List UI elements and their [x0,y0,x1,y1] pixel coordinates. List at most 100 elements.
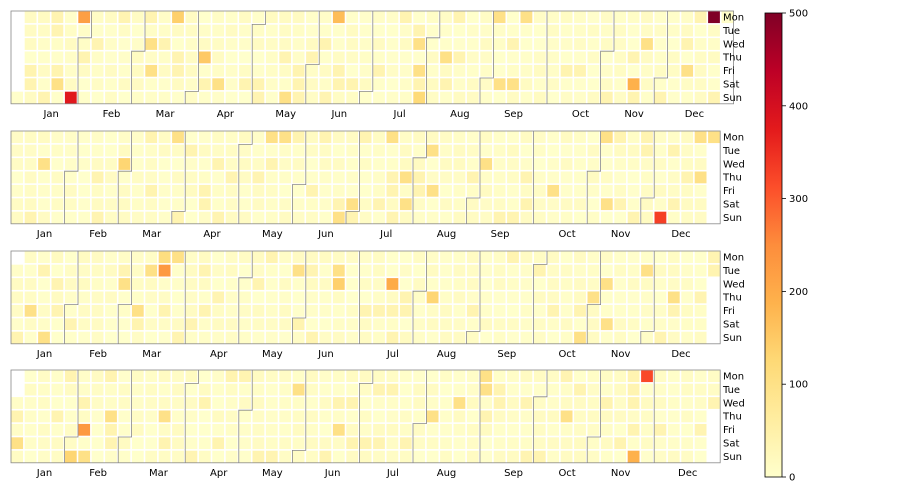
month-label: Apr [210,349,228,360]
day-cell [292,157,306,171]
day-cell [64,37,78,51]
month-boundary [600,11,615,104]
day-cell [278,250,292,264]
day-cell [385,130,399,144]
day-cell [251,383,265,397]
month-label: Oct [572,109,589,120]
day-cell [627,170,641,184]
day-cell [667,197,681,211]
day-cell [131,37,145,51]
day-cell [104,317,118,331]
day-cell [10,290,24,304]
day-cell [560,24,574,38]
day-cell [278,304,292,318]
day-cell [466,450,480,464]
day-cell [50,383,64,397]
day-cell [707,77,721,91]
day-cell [171,64,185,78]
day-cell [399,383,413,397]
day-cell [627,91,641,105]
day-cell [653,64,667,78]
day-cell [265,423,279,437]
day-cell [560,436,574,450]
weekday-label: Sat [723,80,739,91]
day-cell [37,37,51,51]
day-cell [694,10,708,24]
day-cell [533,436,547,450]
day-cell [292,170,306,184]
day-cell [211,450,225,464]
day-cell [211,184,225,198]
day-cell [144,304,158,318]
day-cell [24,250,38,264]
day-cell [385,436,399,450]
day-cell [372,157,386,171]
day-cell [24,184,38,198]
day-cell [131,64,145,78]
day-cell [305,197,319,211]
day-cell [479,50,493,64]
day-cell [627,37,641,51]
day-cell [627,409,641,423]
day-cell [385,91,399,105]
day-cell [345,383,359,397]
day-cell [91,450,105,464]
day-cell [466,250,480,264]
day-cell [50,24,64,38]
day-cell [50,50,64,64]
day-cell [613,290,627,304]
day-cell [533,211,547,225]
day-cell [24,10,38,24]
day-cell [412,24,426,38]
day-cell [77,64,91,78]
day-cell [680,77,694,91]
day-cell [546,409,560,423]
day-cell [479,24,493,38]
day-cell [345,50,359,64]
day-cell [439,184,453,198]
day-cell [653,369,667,383]
day-cell [225,50,239,64]
day-cell [586,369,600,383]
day-cell [412,317,426,331]
day-cell [546,64,560,78]
day-cell [653,383,667,397]
day-cell [144,317,158,331]
day-cell [278,144,292,158]
day-cell [37,10,51,24]
day-cell [225,91,239,105]
month-label: Feb [89,229,107,240]
day-cell [399,369,413,383]
day-cell [171,317,185,331]
day-cell [104,409,118,423]
day-cell [77,290,91,304]
day-cell [332,396,346,410]
day-cell [519,170,533,184]
day-cell [600,277,614,291]
day-cell [332,436,346,450]
day-cell [506,290,520,304]
day-cell [479,10,493,24]
day-cell [91,197,105,211]
month-label: May [262,229,283,240]
day-cell [694,423,708,437]
day-cell [117,369,131,383]
day-cell [50,331,64,345]
month-boundary [640,251,655,344]
day-cell [345,396,359,410]
day-cell [586,304,600,318]
colorbar-tick-label: 300 [789,194,808,205]
day-cell [466,50,480,64]
day-cell [627,144,641,158]
day-cell [91,423,105,437]
day-cell [640,197,654,211]
day-cell [600,64,614,78]
day-cell [667,264,681,278]
day-cell [37,130,51,144]
day-cell [37,144,51,158]
day-cell [278,264,292,278]
day-cell [586,37,600,51]
month-label: Mar [156,109,176,120]
day-cell [586,423,600,437]
day-cell [640,64,654,78]
